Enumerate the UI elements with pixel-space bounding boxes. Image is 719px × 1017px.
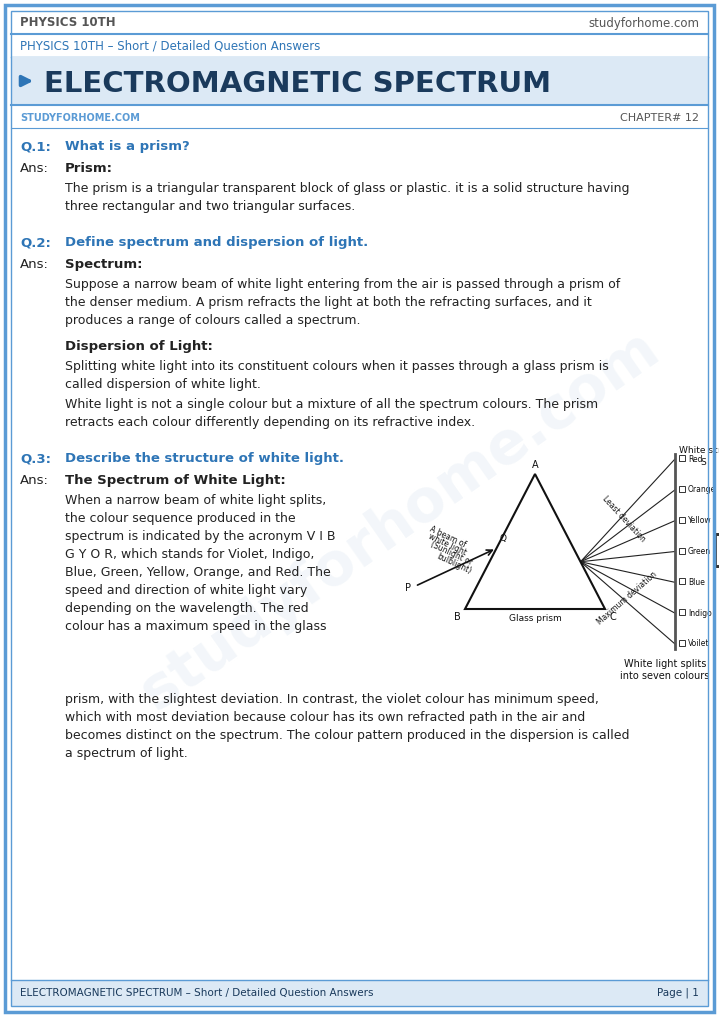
Text: Ans:: Ans:	[20, 258, 49, 271]
Text: the denser medium. A prism refracts the light at both the refracting surfaces, a: the denser medium. A prism refracts the …	[65, 296, 592, 309]
Text: PHYSICS 10TH – Short / Detailed Question Answers: PHYSICS 10TH – Short / Detailed Question…	[20, 40, 321, 53]
Bar	[679, 455, 685, 461]
Text: The Spectrum of White Light:: The Spectrum of White Light:	[65, 474, 285, 487]
Text: B: B	[454, 612, 461, 622]
Text: Green: Green	[688, 547, 711, 556]
Text: Q.1:: Q.1:	[20, 140, 51, 153]
Text: Voilet: Voilet	[688, 640, 710, 649]
Text: Blue: Blue	[688, 578, 705, 587]
Text: C: C	[609, 612, 615, 622]
Text: Prism:: Prism:	[65, 162, 113, 175]
Text: Yellow: Yellow	[688, 517, 712, 525]
Text: Define spectrum and dispersion of light.: Define spectrum and dispersion of light.	[65, 236, 368, 249]
Text: Red: Red	[688, 455, 702, 464]
Text: Suppose a narrow beam of white light entering from the air is passed through a p: Suppose a narrow beam of white light ent…	[65, 278, 620, 291]
FancyArrowPatch shape	[20, 76, 29, 85]
Bar	[679, 547, 685, 553]
Text: bulblight): bulblight)	[435, 551, 472, 576]
Text: Spectrum:: Spectrum:	[65, 258, 142, 271]
Text: a spectrum of light.: a spectrum of light.	[65, 747, 188, 760]
Text: Dispersion of Light:: Dispersion of Light:	[65, 340, 213, 353]
Bar	[679, 579, 685, 585]
Text: Describe the structure of white light.: Describe the structure of white light.	[65, 452, 344, 465]
Text: Page | 1: Page | 1	[657, 988, 699, 999]
Text: PHYSICS 10TH: PHYSICS 10TH	[20, 16, 116, 29]
Text: Q.2:: Q.2:	[20, 236, 51, 249]
Text: Ans:: Ans:	[20, 474, 49, 487]
Text: P: P	[405, 584, 411, 593]
Text: Q.3:: Q.3:	[20, 452, 51, 465]
Text: A beam of: A beam of	[428, 525, 467, 549]
Text: G Y O R, which stands for Violet, Indigo,: G Y O R, which stands for Violet, Indigo…	[65, 548, 314, 561]
Text: ELECTROMAGNETIC SPECTRUM: ELECTROMAGNETIC SPECTRUM	[44, 70, 551, 98]
Text: three rectangular and two triangular surfaces.: three rectangular and two triangular sur…	[65, 200, 355, 213]
Text: white light: white light	[427, 532, 468, 557]
Text: A: A	[531, 460, 539, 470]
Bar	[679, 640, 685, 646]
Text: Glass prism: Glass prism	[508, 614, 562, 623]
Text: called dispersion of white light.: called dispersion of white light.	[65, 378, 261, 391]
Text: studyforhome.com: studyforhome.com	[130, 319, 669, 721]
Text: Maximum deviation: Maximum deviation	[595, 570, 659, 626]
Polygon shape	[465, 474, 605, 609]
Text: Ans:: Ans:	[20, 162, 49, 175]
Bar	[11, 57, 708, 105]
Text: What is a prism?: What is a prism?	[65, 140, 190, 153]
Text: the colour sequence produced in the: the colour sequence produced in the	[65, 512, 296, 525]
Text: The prism is a triangular transparent block of glass or plastic. it is a solid s: The prism is a triangular transparent bl…	[65, 182, 630, 195]
Text: Orange: Orange	[688, 485, 716, 494]
Text: CHAPTER# 12: CHAPTER# 12	[620, 113, 699, 123]
Bar	[11, 980, 708, 1006]
Text: Splitting white light into its constituent colours when it passes through a glas: Splitting white light into its constitue…	[65, 360, 609, 373]
Text: [: [	[710, 533, 719, 571]
Text: studyforhome.com: studyforhome.com	[588, 16, 699, 29]
Bar	[679, 486, 685, 492]
Text: spectrum is indicated by the acronym V I B: spectrum is indicated by the acronym V I…	[65, 530, 336, 543]
Text: White light splits
into seven colours: White light splits into seven colours	[620, 659, 710, 680]
Bar	[679, 609, 685, 615]
Bar	[679, 517, 685, 523]
Text: colour has a maximum speed in the glass: colour has a maximum speed in the glass	[65, 620, 326, 633]
Text: retracts each colour differently depending on its refractive index.: retracts each colour differently dependi…	[65, 416, 475, 429]
Text: which with most deviation because colour has its own refracted path in the air a: which with most deviation because colour…	[65, 711, 585, 724]
Text: prism, with the slightest deviation. In contrast, the violet colour has minimum : prism, with the slightest deviation. In …	[65, 693, 599, 706]
Text: White light is not a single colour but a mixture of all the spectrum colours. Th: White light is not a single colour but a…	[65, 398, 598, 411]
Text: S: S	[700, 458, 706, 467]
Text: (Sunlight or: (Sunlight or	[429, 540, 474, 567]
Text: ELECTROMAGNETIC SPECTRUM – Short / Detailed Question Answers: ELECTROMAGNETIC SPECTRUM – Short / Detai…	[20, 988, 373, 998]
Text: Q: Q	[500, 534, 506, 543]
Text: Indigo: Indigo	[688, 608, 712, 617]
Text: STUDYFORHOME.COM: STUDYFORHOME.COM	[20, 113, 140, 123]
Text: Blue, Green, Yellow, Orange, and Red. The: Blue, Green, Yellow, Orange, and Red. Th…	[65, 566, 331, 579]
Text: Least deviation: Least deviation	[600, 494, 647, 544]
Text: becomes distinct on the spectrum. The colour pattern produced in the dispersion : becomes distinct on the spectrum. The co…	[65, 729, 630, 742]
Text: When a narrow beam of white light splits,: When a narrow beam of white light splits…	[65, 494, 326, 507]
Text: White screen: White screen	[679, 446, 719, 455]
Text: speed and direction of white light vary: speed and direction of white light vary	[65, 584, 307, 597]
Text: depending on the wavelength. The red: depending on the wavelength. The red	[65, 602, 308, 615]
Text: produces a range of colours called a spectrum.: produces a range of colours called a spe…	[65, 314, 360, 327]
